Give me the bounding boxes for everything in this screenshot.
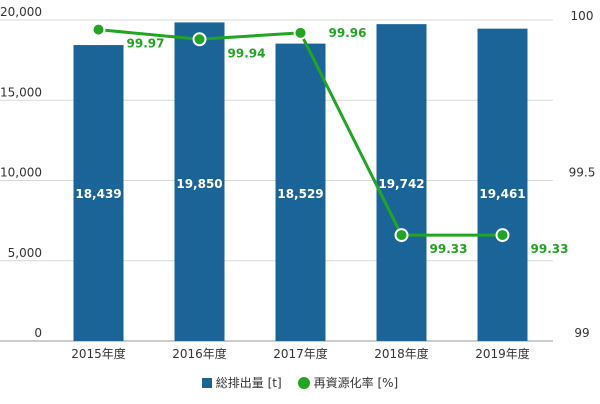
line-value-label: 99.33: [531, 242, 569, 256]
line-point: [192, 32, 207, 47]
y-left-tick-label: 15,000: [0, 85, 42, 99]
bar-value-label: 19,742: [378, 177, 424, 191]
bar: [275, 43, 326, 341]
line-point: [91, 22, 106, 37]
x-tick-label: 2019年度: [475, 346, 530, 361]
y-left-tick-label: 10,000: [0, 166, 42, 180]
x-tick-label: 2015年度: [71, 346, 126, 361]
y-left-tick-label: 5,000: [8, 246, 42, 260]
line-point: [394, 228, 409, 243]
x-tick-label: 2017年度: [273, 346, 328, 361]
legend-item-bar: 総排出量 [t]: [201, 374, 282, 391]
legend-bar-label: 総排出量 [t]: [215, 376, 282, 390]
bar-value-label: 18,529: [277, 187, 323, 201]
bar: [376, 24, 427, 341]
bar-value-label: 19,850: [176, 177, 222, 191]
y-right-tick-label: 99.5: [569, 166, 596, 180]
x-tick-label: 2018年度: [374, 346, 429, 361]
legend-item-line: 再資源化率 [%]: [297, 374, 399, 391]
y-right-tick-label: 99: [574, 326, 589, 340]
line-value-label: 99.97: [127, 37, 165, 51]
y-right-tick-label: 100: [571, 9, 594, 23]
bar: [477, 28, 528, 342]
y-left-tick-label: 20,000: [0, 5, 42, 19]
bar: [174, 22, 225, 341]
line-point: [293, 25, 308, 40]
bar: [73, 45, 124, 342]
line-point: [495, 228, 510, 243]
legend-bar-swatch-icon: [201, 377, 212, 388]
line-value-label: 99.96: [329, 26, 367, 40]
legend: 総排出量 [t] 再資源化率 [%]: [0, 374, 600, 391]
line-value-label: 99.94: [228, 46, 266, 60]
x-tick-label: 2016年度: [172, 346, 227, 361]
legend-line-swatch-icon: [297, 376, 310, 389]
line-value-label: 99.33: [430, 242, 468, 256]
legend-line-label: 再資源化率 [%]: [313, 376, 399, 390]
y-left-tick-label: 0: [34, 326, 42, 340]
bar-value-label: 19,461: [479, 187, 525, 201]
bar-value-label: 18,439: [75, 187, 121, 201]
